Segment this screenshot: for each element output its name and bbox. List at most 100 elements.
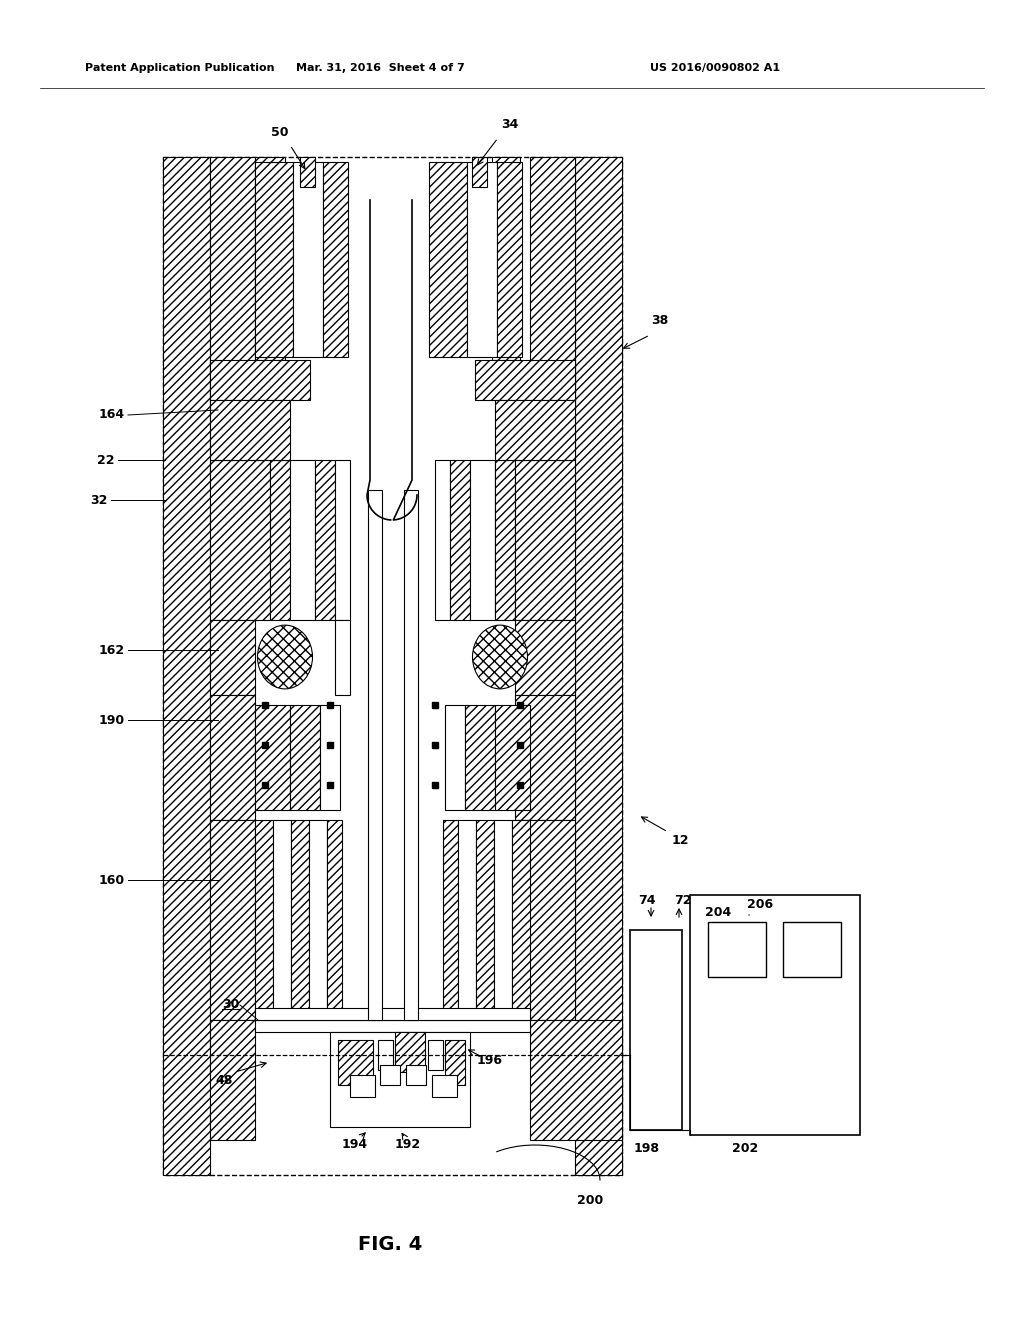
- Bar: [445, 1040, 465, 1085]
- Bar: [690, 895, 860, 1135]
- Bar: [530, 157, 575, 411]
- Bar: [293, 162, 323, 356]
- Text: 32: 32: [91, 494, 108, 507]
- Bar: [255, 1020, 530, 1032]
- Bar: [291, 820, 309, 1020]
- Bar: [255, 162, 293, 356]
- Bar: [319, 705, 340, 810]
- Text: 196: 196: [477, 1053, 503, 1067]
- Bar: [270, 459, 290, 620]
- Bar: [380, 1065, 400, 1085]
- Bar: [210, 620, 255, 696]
- Text: 38: 38: [651, 314, 669, 326]
- Bar: [335, 459, 350, 620]
- Text: 204: 204: [705, 906, 731, 919]
- Bar: [315, 459, 335, 620]
- Bar: [429, 162, 467, 356]
- Bar: [210, 157, 255, 411]
- Bar: [472, 157, 487, 187]
- Bar: [445, 705, 465, 810]
- Text: 160: 160: [99, 874, 125, 887]
- Bar: [350, 1074, 375, 1097]
- Bar: [309, 820, 327, 1020]
- Bar: [163, 157, 210, 1175]
- Bar: [323, 162, 348, 356]
- Bar: [492, 157, 520, 360]
- Bar: [458, 820, 476, 1020]
- Bar: [708, 921, 766, 977]
- Bar: [210, 1020, 255, 1140]
- Text: Mar. 31, 2016  Sheet 4 of 7: Mar. 31, 2016 Sheet 4 of 7: [296, 63, 464, 73]
- Bar: [163, 157, 622, 1175]
- Text: 200: 200: [577, 1193, 603, 1206]
- Text: 34: 34: [502, 119, 519, 132]
- Bar: [255, 1008, 530, 1020]
- Bar: [210, 459, 270, 620]
- Bar: [495, 459, 515, 620]
- Text: 72: 72: [674, 894, 692, 907]
- Bar: [255, 820, 273, 1020]
- Bar: [515, 820, 575, 1020]
- Text: 30: 30: [222, 998, 240, 1011]
- Bar: [338, 1040, 373, 1085]
- Bar: [428, 1040, 443, 1071]
- Bar: [404, 490, 418, 1020]
- Bar: [273, 820, 291, 1020]
- Bar: [210, 360, 310, 400]
- Bar: [395, 1032, 425, 1072]
- Bar: [290, 459, 315, 620]
- Text: 50: 50: [271, 125, 289, 139]
- Bar: [335, 620, 350, 696]
- Text: Patent Application Publication: Patent Application Publication: [85, 63, 274, 73]
- Bar: [494, 820, 512, 1020]
- Bar: [475, 360, 575, 400]
- Bar: [290, 705, 319, 810]
- Text: 194: 194: [342, 1138, 368, 1151]
- Bar: [210, 696, 255, 820]
- Text: FIG. 4: FIG. 4: [357, 1236, 422, 1254]
- Bar: [432, 1074, 457, 1097]
- Bar: [435, 459, 450, 620]
- Bar: [575, 157, 622, 1175]
- Text: US 2016/0090802 A1: US 2016/0090802 A1: [650, 63, 780, 73]
- Text: 164: 164: [99, 408, 125, 421]
- Bar: [210, 400, 290, 459]
- Text: 202: 202: [732, 1142, 758, 1155]
- Bar: [495, 400, 575, 459]
- Bar: [470, 459, 495, 620]
- Bar: [476, 820, 494, 1020]
- Bar: [465, 705, 495, 810]
- Text: 190: 190: [99, 714, 125, 726]
- Bar: [300, 157, 315, 187]
- Bar: [630, 931, 682, 1130]
- Bar: [515, 696, 575, 820]
- Bar: [378, 1040, 393, 1071]
- Bar: [255, 157, 285, 360]
- Bar: [327, 820, 342, 1020]
- Bar: [512, 820, 530, 1020]
- Text: 162: 162: [99, 644, 125, 656]
- Text: 12: 12: [672, 833, 689, 846]
- Bar: [450, 459, 470, 620]
- Bar: [443, 820, 458, 1020]
- Text: 206: 206: [746, 899, 773, 912]
- Bar: [515, 459, 575, 620]
- Bar: [495, 705, 530, 810]
- Text: 192: 192: [395, 1138, 421, 1151]
- Bar: [368, 490, 382, 1020]
- Bar: [467, 162, 497, 356]
- Bar: [515, 620, 575, 696]
- Ellipse shape: [472, 626, 527, 689]
- Text: 48: 48: [215, 1073, 232, 1086]
- Text: 22: 22: [97, 454, 115, 466]
- Bar: [330, 1032, 470, 1127]
- Bar: [255, 705, 290, 810]
- Text: 198: 198: [634, 1142, 660, 1155]
- Bar: [783, 921, 841, 977]
- Bar: [530, 1020, 622, 1140]
- Bar: [406, 1065, 426, 1085]
- Text: 74: 74: [638, 894, 655, 907]
- Bar: [210, 820, 255, 1020]
- Bar: [497, 162, 522, 356]
- Ellipse shape: [257, 626, 312, 689]
